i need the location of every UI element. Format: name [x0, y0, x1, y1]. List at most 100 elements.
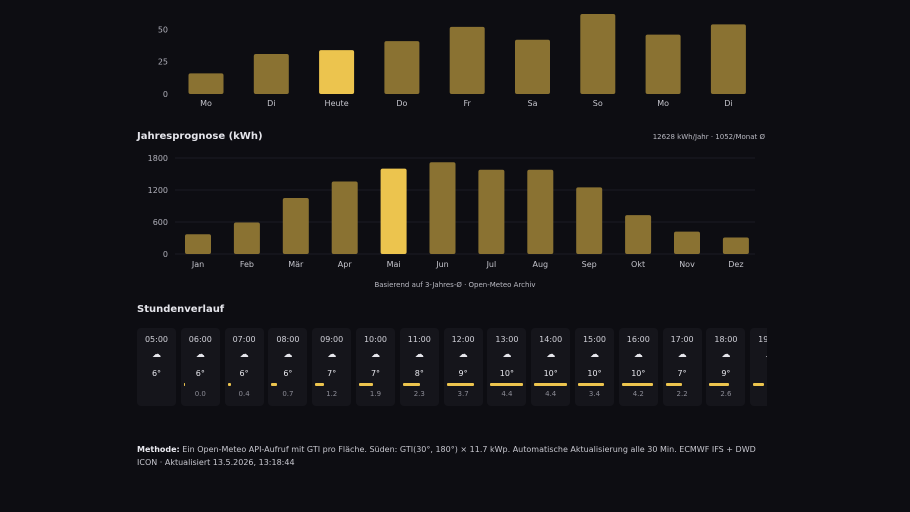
weekly-bar[interactable] [319, 50, 355, 94]
hour-temperature: 9° [458, 369, 468, 378]
cloud-sun-icon: ☁ [546, 350, 556, 360]
yearly-category-label: Jan [191, 260, 204, 269]
hour-yield-bar [709, 383, 729, 386]
method-text: Ein Open-Meteo API-Aufruf mit GTI pro Fl… [137, 445, 756, 467]
yearly-bar[interactable] [722, 237, 749, 254]
hour-yield-bar [578, 383, 604, 386]
hour-time: 17:00 [670, 335, 694, 344]
hour-time: 12:00 [451, 335, 475, 344]
weekly-bar[interactable] [710, 24, 746, 95]
hour-yield-bar [621, 383, 654, 386]
weekly-category-label: Do [396, 99, 407, 108]
hour-time: 18:00 [714, 335, 738, 344]
yearly-bar[interactable] [233, 222, 260, 254]
hour-yield-bar-track [578, 383, 611, 386]
hour-yield-value: 4.2 [632, 390, 644, 398]
yearly-ytick: 0 [163, 250, 168, 259]
hour-card[interactable]: 18:00 ☁ 9° 2.6 [706, 328, 746, 406]
hour-card[interactable]: 09:00 ☁ 7° 1.2 [312, 328, 352, 406]
weekly-ytick: 50 [158, 25, 168, 34]
hour-yield-value: 0.4 [238, 390, 250, 398]
hour-card[interactable]: 07:00 ☁ 6° 0.4 [224, 328, 264, 406]
hour-time: 09:00 [320, 335, 344, 344]
weekly-category-label: Di [267, 99, 275, 108]
hour-card[interactable]: 15:00 ☁ 10° 3.4 [575, 328, 614, 406]
hour-yield-bar-track [490, 383, 524, 386]
yearly-bar[interactable] [429, 162, 456, 254]
hour-yield-value: 0.7 [282, 390, 294, 398]
cloud-sun-icon: ☁ [327, 350, 337, 360]
yearly-bar[interactable] [331, 181, 358, 254]
hour-yield-value: 3.7 [457, 390, 469, 398]
yearly-category-label: Dez [728, 260, 743, 269]
hour-card[interactable]: 19:00 ☁ [750, 328, 767, 406]
yearly-bar[interactable] [282, 198, 309, 254]
yearly-forecast-title: Jahresprognose (kWh) [137, 131, 263, 142]
hour-yield-bar-track [446, 383, 480, 386]
yearly-bar[interactable] [625, 215, 652, 254]
hour-yield-bar [359, 383, 374, 386]
hour-card[interactable]: 08:00 ☁ 6° 0.7 [268, 328, 308, 406]
hour-yield-bar [490, 383, 524, 386]
hour-yield-value: 2.2 [676, 390, 688, 398]
hour-card[interactable]: 16:00 ☁ 10° 4.2 [618, 328, 658, 406]
cloud-sun-icon: ☁ [458, 350, 468, 360]
weekly-bar[interactable] [515, 39, 550, 94]
hour-yield-bar [753, 383, 765, 386]
weekly-category-label: Mo [200, 99, 212, 108]
hour-yield-value: 2.6 [720, 390, 732, 398]
hour-yield-bar-track [621, 383, 655, 386]
hour-time: 07:00 [232, 335, 256, 344]
yearly-category-label: Apr [338, 260, 353, 269]
hour-yield-bar [402, 383, 421, 386]
hour-yield-value: 2.3 [413, 390, 425, 398]
yearly-bar[interactable] [185, 234, 211, 254]
yearly-bar[interactable] [674, 231, 700, 254]
hour-yield-bar [446, 383, 475, 386]
hour-card[interactable]: 06:00 ☁ 6° 0.0 [180, 328, 220, 406]
hour-card[interactable]: 17:00 ☁ 7° 2.2 [662, 328, 702, 406]
hourly-strip[interactable]: 05:00 ☁ 6° 06:00 ☁ 6° 0.0 07:00 ☁ 6° 0.4 08:00 ☁ 6° 0.… [137, 328, 767, 406]
hour-card[interactable]: 12:00 ☁ 9° 3.7 [443, 328, 483, 406]
weekly-forecast-chart: 0 25 50 Mo Di Heute Do Fr Sa So Mo Di [158, 14, 746, 108]
hour-yield-bar-track [402, 383, 436, 386]
weekly-bar[interactable] [449, 26, 485, 94]
hour-yield-bar [271, 383, 277, 386]
cloud-sun-icon: ☁ [721, 350, 731, 360]
cloud-sun-icon: ☁ [239, 350, 249, 360]
hour-card[interactable]: 14:00 ☁ 10° 4.4 [531, 328, 571, 406]
hour-temperature: 10° [631, 369, 646, 378]
hour-time: 16:00 [626, 335, 650, 344]
hour-yield-value: 4.4 [545, 390, 557, 398]
method-label: Methode: [137, 445, 180, 454]
yearly-bar[interactable] [478, 169, 505, 254]
hour-card[interactable]: 10:00 ☁ 7° 1.9 [356, 328, 395, 406]
hour-card[interactable]: 05:00 ☁ 6° [137, 328, 176, 406]
weekly-bar[interactable] [580, 14, 616, 94]
hour-temperature: 7° [677, 369, 687, 378]
hour-card[interactable]: 13:00 ☁ 10° 4.4 [487, 328, 527, 406]
yearly-bar[interactable] [380, 168, 407, 254]
weekly-bar[interactable] [188, 73, 224, 94]
hour-time: 10:00 [363, 335, 388, 344]
yearly-bar[interactable] [527, 169, 554, 254]
weekly-bar[interactable] [645, 34, 681, 94]
hour-yield-bar-track [534, 383, 568, 386]
hour-yield-value: 4.4 [501, 390, 513, 398]
yearly-ytick: 600 [153, 218, 168, 227]
weekly-bar[interactable] [384, 41, 420, 94]
weekly-category-label: Fr [464, 99, 472, 108]
yearly-category-label: Mai [387, 260, 401, 269]
hour-card[interactable]: 11:00 ☁ 8° 2.3 [399, 328, 439, 406]
weekly-bar[interactable] [253, 54, 289, 94]
hour-yield-value: 1.9 [369, 390, 382, 398]
hour-yield-bar-track [753, 383, 767, 386]
yearly-category-label: Nov [679, 260, 695, 269]
yearly-bar[interactable] [576, 187, 603, 254]
yearly-category-label: Jun [435, 260, 449, 269]
method-note: Methode: Ein Open-Meteo API-Aufruf mit G… [137, 443, 757, 469]
yearly-forecast-chart: 0 600 1200 1800 Jan Feb Mär Apr Mai Jun Jul Aug Sep O… [148, 154, 755, 269]
hour-yield-bar-track [665, 383, 699, 386]
yearly-category-label: Jul [486, 260, 497, 269]
hour-yield-bar-track [709, 383, 742, 386]
